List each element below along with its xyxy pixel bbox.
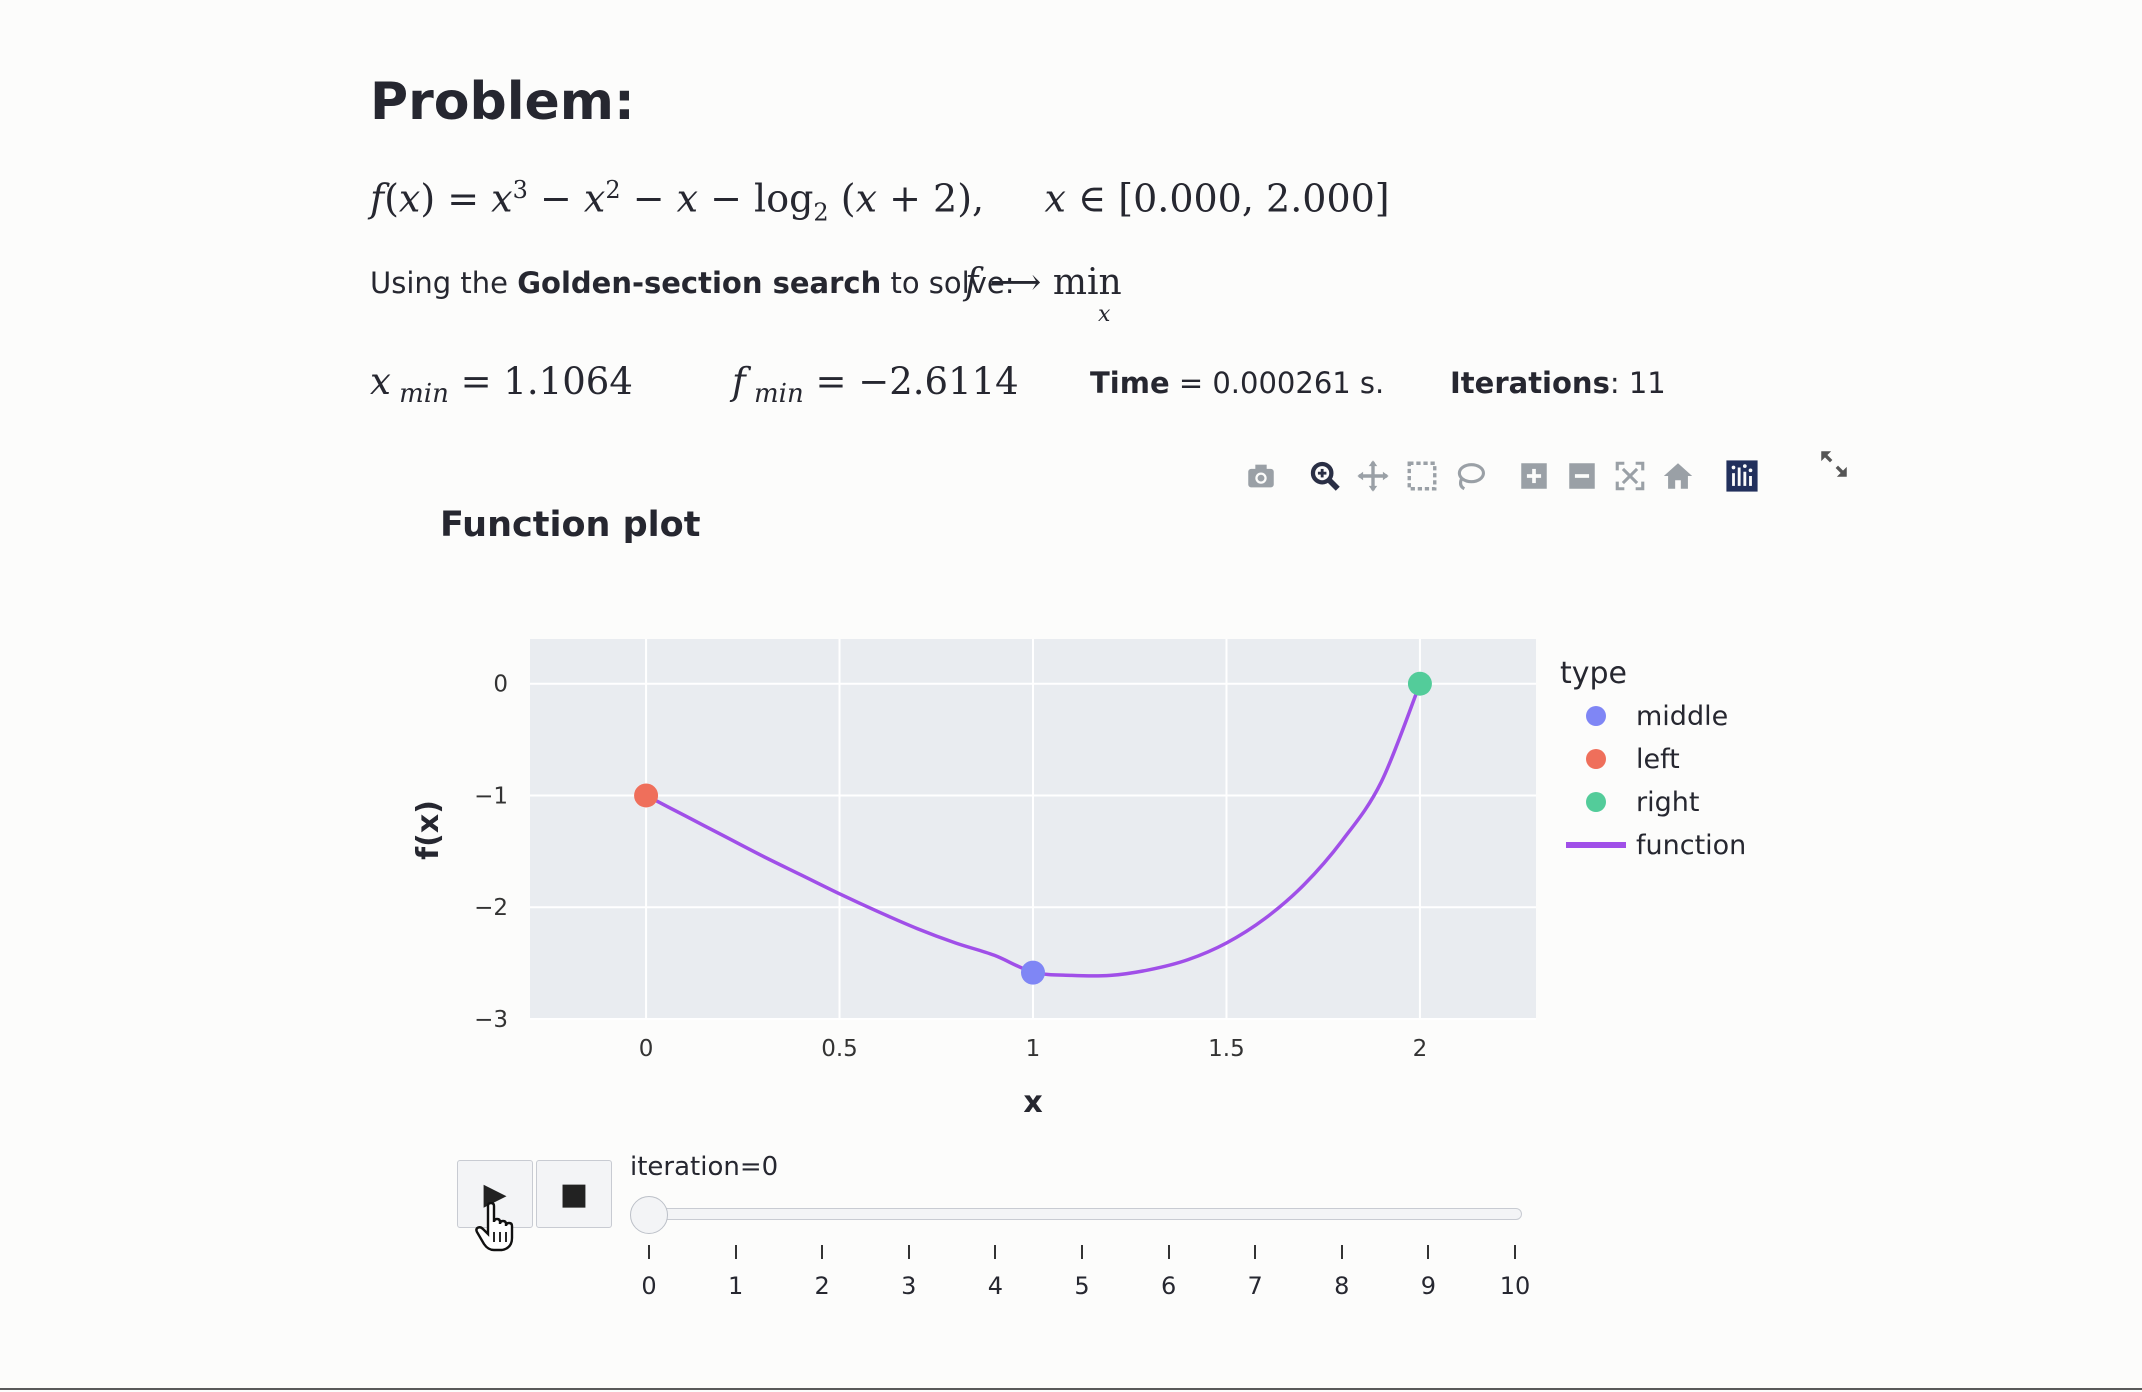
time-result: Time = 0.000261 s.	[1090, 366, 1384, 400]
x-tick-label: 1.5	[1208, 1036, 1245, 1062]
slider-tick-label: 8	[1334, 1272, 1350, 1300]
reset-axes-icon[interactable]	[1658, 456, 1698, 496]
slider-tick-label: 9	[1420, 1272, 1437, 1300]
page-title: Problem:	[370, 72, 635, 132]
y-tick-label: −2	[474, 895, 508, 921]
plot-title: Function plot	[440, 505, 701, 545]
interval-text: [0.000, 2.000]	[1118, 176, 1390, 221]
legend-label-right: right	[1636, 787, 1699, 818]
grid-lines	[530, 639, 1536, 1020]
slider-tick-label: 4	[987, 1272, 1004, 1300]
iterations-value: : 11	[1609, 366, 1666, 400]
slider-track[interactable]	[634, 1208, 1522, 1220]
slider-tick-label: 7	[1247, 1272, 1263, 1300]
slider-tick	[734, 1245, 737, 1259]
slider-tick-label: 6	[1160, 1272, 1177, 1300]
zoom-icon[interactable]	[1305, 456, 1345, 496]
legend-swatch-left	[1586, 749, 1606, 769]
camera-icon[interactable]	[1241, 456, 1281, 496]
slider-handle[interactable]	[630, 1196, 668, 1234]
slider-tick-label: 10	[1499, 1272, 1531, 1300]
objective-func: f	[965, 262, 979, 303]
legend: type middle left right function	[1560, 656, 1746, 861]
slider-tick	[1254, 1245, 1257, 1259]
slider-tick-label: 2	[814, 1272, 830, 1300]
lasso-icon[interactable]	[1450, 456, 1490, 496]
x-tick-labels: 0 0.5 1 1.5 2	[639, 1036, 1427, 1062]
plotly-logo-icon[interactable]	[1722, 456, 1762, 496]
slider-tick	[1167, 1245, 1170, 1259]
slider-tick-label: 5	[1074, 1272, 1090, 1300]
legend-label-middle: middle	[1636, 701, 1728, 732]
f-min-value: −2.6114	[858, 360, 1019, 403]
y-tick-label: 0	[493, 672, 508, 698]
pan-icon[interactable]	[1353, 456, 1393, 496]
marker-left	[634, 783, 659, 808]
autoscale-icon[interactable]	[1610, 456, 1650, 496]
slider-tick	[907, 1245, 910, 1259]
slider-tick	[994, 1245, 997, 1259]
slider-tick-label: 1	[727, 1272, 744, 1300]
fullscreen-icon[interactable]	[1814, 444, 1854, 484]
slider-tick	[1081, 1245, 1083, 1259]
slider-tick	[821, 1245, 824, 1259]
x-min-value: 1.1064	[503, 360, 633, 403]
f-min-result: f min = −2.6114	[732, 360, 1019, 409]
legend-swatch-right	[1586, 792, 1606, 812]
box-select-icon[interactable]	[1402, 456, 1442, 496]
marker-middle	[1021, 960, 1045, 985]
slider-current-label: iteration=0	[630, 1152, 779, 1182]
y-tick-labels: 0 −1 −2 −3	[474, 672, 508, 1033]
legend-label-left: left	[1636, 744, 1680, 775]
hand-cursor-icon	[475, 1202, 514, 1252]
method-name: Golden-section search	[517, 266, 882, 300]
time-value: = 0.000261 s.	[1169, 366, 1385, 400]
legend-title: type	[1560, 656, 1627, 691]
slider-tick	[1340, 1245, 1343, 1259]
y-axis-label: f(x)	[411, 800, 446, 860]
zoom-out-icon[interactable]	[1562, 456, 1602, 496]
y-tick-label: −1	[474, 783, 508, 809]
x-tick-label: 0	[639, 1036, 654, 1062]
slider-tick	[1514, 1245, 1516, 1259]
markers-layer	[634, 671, 1432, 985]
slider-tick	[1427, 1245, 1430, 1259]
method-suffix: to solve:	[881, 266, 1015, 300]
objective-var: x	[1098, 302, 1111, 327]
x-min-result: x min = 1.1064	[370, 360, 633, 409]
objective-formula: f ⟶ min x	[965, 262, 1122, 327]
x-tick-label: 0.5	[821, 1036, 858, 1062]
method-description: Using the Golden-section search to solve…	[370, 266, 1014, 300]
slider-tick	[648, 1245, 650, 1259]
slider-tick-label: 3	[901, 1272, 917, 1300]
x-tick-label: 2	[1413, 1036, 1428, 1062]
marker-right	[1407, 671, 1432, 696]
function-chart: 0 0.5 1 1.5 2 0 −1 −2 −3 x f(x) type middle left r…	[411, 639, 1746, 1120]
time-label: Time	[1090, 366, 1170, 400]
page-bottom-border	[0, 1388, 2142, 1390]
iterations-result: Iterations: 11	[1450, 366, 1666, 400]
legend-label-function: function	[1636, 830, 1746, 861]
objective-op: min	[1052, 262, 1122, 303]
legend-swatch-middle	[1586, 706, 1606, 726]
x-axis-label: x	[1023, 1085, 1042, 1120]
y-tick-label: −3	[474, 1007, 508, 1033]
zoom-in-icon[interactable]	[1514, 456, 1554, 496]
slider-tick-label: 0	[641, 1272, 657, 1300]
method-prefix: Using the	[370, 266, 518, 300]
iterations-label: Iterations	[1450, 366, 1610, 400]
x-tick-label: 1	[1026, 1036, 1041, 1062]
problem-formula: f(x) = x3 − x2 − x − log2 (x + 2), x ∈ […	[370, 176, 1390, 227]
stop-button[interactable]: ■	[536, 1160, 612, 1228]
